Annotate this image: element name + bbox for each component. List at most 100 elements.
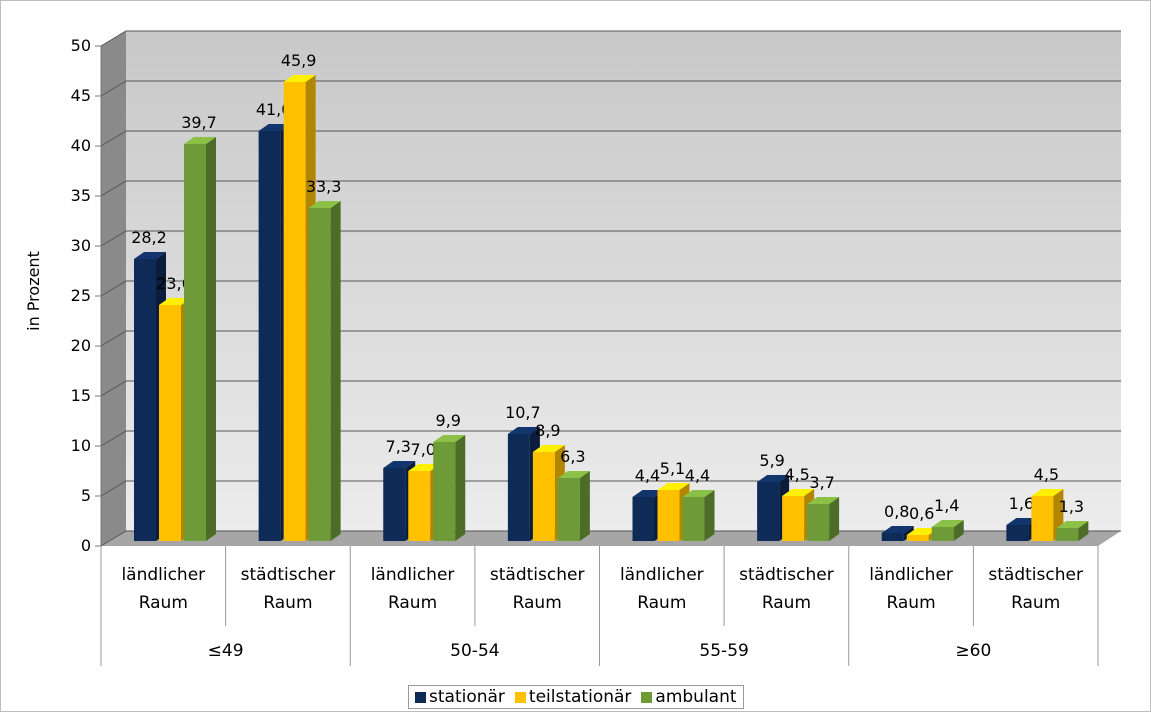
bar: [433, 435, 466, 541]
legend-item: stationär: [415, 687, 505, 707]
grid-line: [100, 380, 1121, 397]
grid-line: [100, 180, 1121, 197]
legend-item: teilstationär: [514, 687, 632, 707]
y-tick-label: 5: [81, 486, 91, 505]
legend: stationär teilstationär ambulant: [408, 685, 744, 709]
y-tick-label: 50: [71, 36, 91, 55]
data-label: 8,9: [535, 421, 560, 440]
legend-item: ambulant: [641, 687, 737, 707]
group-label: ≤49: [207, 641, 244, 661]
bar-side: [330, 201, 341, 541]
data-label: 0,8: [884, 502, 909, 521]
grid-line: [100, 430, 1121, 447]
bar-top: [184, 137, 216, 144]
bar: [807, 497, 840, 541]
bar: [881, 526, 914, 541]
y-tick-label: 0: [81, 536, 91, 555]
bar-front: [807, 504, 830, 541]
bar-front: [134, 259, 156, 541]
bar-front: [906, 535, 929, 541]
bar-front: [258, 131, 281, 541]
x-tick-label: ländlicher Raum: [869, 565, 953, 613]
bar-side: [704, 490, 715, 541]
bar-top: [258, 124, 291, 131]
data-label: 4,5: [1034, 465, 1059, 484]
bar-top: [682, 490, 715, 497]
bar-front: [1006, 525, 1029, 541]
y-tick-label: 30: [71, 236, 91, 255]
bar-top: [1031, 489, 1064, 496]
legend-swatch: [514, 691, 526, 703]
group-label: 50-54: [450, 641, 500, 661]
bar-side: [455, 435, 466, 541]
data-label: 6,3: [560, 447, 585, 466]
bar-front: [657, 490, 680, 541]
bar-front: [881, 533, 904, 541]
bar-top: [1056, 521, 1089, 528]
data-label: 1,3: [1059, 497, 1084, 516]
floor: [101, 531, 1121, 546]
legend-label: teilstationär: [528, 687, 632, 707]
bar: [1056, 521, 1089, 541]
bar-front: [532, 452, 555, 541]
bar-side: [1078, 521, 1089, 541]
data-label: 5,1: [660, 459, 685, 478]
bar-front: [757, 482, 780, 541]
x-tick-label: städtischer Raum: [489, 565, 585, 613]
bar-front: [408, 471, 431, 541]
bar-side: [579, 471, 590, 541]
data-label: 3,7: [809, 473, 834, 492]
data-label: 28,2: [131, 228, 167, 247]
bar-top: [1006, 518, 1039, 525]
data-label: 4,4: [685, 466, 710, 485]
bar-top: [807, 497, 840, 504]
bar-top: [507, 427, 540, 434]
data-label: 1,6: [1009, 494, 1034, 513]
bar-top: [557, 471, 590, 478]
bar-side: [829, 497, 840, 541]
bar-top: [657, 483, 690, 490]
y-tick-label: 25: [71, 286, 91, 305]
bar: [557, 471, 590, 541]
grid-line: [100, 330, 1121, 347]
data-label: 9,9: [436, 411, 461, 430]
bar: [782, 489, 815, 541]
bar-top: [283, 75, 316, 82]
data-label: 10,7: [505, 403, 541, 422]
bar-front: [283, 82, 306, 541]
bar-front: [632, 497, 655, 541]
y-axis-label: in Prozent: [24, 251, 43, 331]
bar-front: [159, 305, 181, 541]
bar-front: [507, 434, 530, 541]
bar: [184, 137, 216, 541]
bar-front: [1031, 496, 1054, 541]
y-tick-label: 35: [71, 186, 91, 205]
group-label: ≥60: [955, 641, 992, 661]
bar: [682, 490, 715, 541]
bar-top: [308, 201, 341, 208]
bar-front: [782, 496, 805, 541]
bar-front: [682, 497, 705, 541]
grid-line: [100, 80, 1121, 97]
x-tick-label: ländlicher Raum: [121, 565, 206, 613]
bar: [308, 201, 341, 541]
bar-front: [433, 442, 456, 541]
bar-front: [931, 527, 954, 541]
bar-top: [408, 464, 441, 471]
bar-front: [383, 468, 406, 541]
grid-line: [100, 30, 1121, 47]
y-tick-label: 10: [71, 436, 91, 455]
y-tick-label: 45: [71, 86, 91, 105]
data-label: 5,9: [759, 451, 784, 470]
data-label: 1,4: [934, 496, 959, 515]
bar-front: [1056, 528, 1079, 541]
legend-swatch: [641, 691, 653, 703]
grid-line: [100, 130, 1121, 147]
bar-top: [632, 490, 665, 497]
y-tick-label: 15: [71, 386, 91, 405]
grid-line: [100, 480, 1121, 497]
bar-top: [757, 475, 790, 482]
x-tick-label: städtischer Raum: [240, 565, 336, 613]
